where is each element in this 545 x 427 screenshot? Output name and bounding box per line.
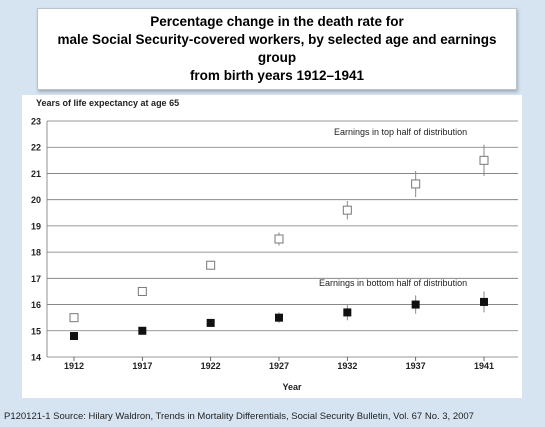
series-label-top-half: Earnings in top half of distribution [334,127,467,137]
point-top-half [137,286,147,296]
x-tick-label: 1941 [474,361,494,371]
point-bottom-half [138,326,147,335]
chart-area: 14 15 16 17 18 19 20 21 22 23 1912 1917 1922 1927 1932… [22,95,522,398]
x-tick-label: 1927 [269,361,289,371]
point-bottom-half [343,308,352,317]
y-tick-label: 14 [31,353,41,363]
y-tick-label: 16 [31,300,41,310]
x-tick-label: 1912 [64,361,84,371]
point-bottom-half [480,297,488,306]
point-top-half [411,179,421,189]
axis-layer: 14 15 16 17 18 19 20 21 22 23 1912 1917 1922 1927 1932… [31,117,494,372]
y-axis-label: Years of life expectancy at age 65 [36,98,179,108]
point-top-half [342,205,352,215]
y-tick-label: 19 [31,221,41,231]
x-tick-label: 1917 [132,361,152,371]
y-tick-label: 23 [31,117,41,127]
point-bottom-half [70,332,78,341]
y-tick-label: 20 [31,195,41,205]
y-tick-label: 21 [31,169,41,179]
chart-svg: 14 15 16 17 18 19 20 21 22 23 1912 1917 1922 1927 1932… [31,98,518,392]
point-bottom-half [275,313,283,322]
point-top-half [274,234,284,244]
point-bottom-half [206,318,215,327]
grid-layer [47,120,518,358]
title-line-2: male Social Security-covered workers, by… [57,32,497,65]
point-top-half [206,260,216,270]
x-tick-label: 1922 [201,361,221,371]
title-box: Percentage change in the death rate for … [37,8,517,90]
series-label-bottom-half: Earnings in bottom half of distribution [319,278,467,288]
title-line-3: from birth years 1912–1941 [189,68,365,83]
point-bottom-half [411,300,420,309]
y-tick-label: 18 [31,248,41,258]
source-line: P120121-1 Source: Hilary Waldron, Trends… [4,411,474,422]
x-tick-label: 1932 [337,361,357,371]
y-tick-label: 17 [31,274,41,284]
series-layer: Earnings in top half of distribution Earn… [69,127,489,341]
point-top-half [69,313,79,323]
x-axis-label: Year [282,382,302,392]
y-tick-label: 22 [31,143,41,153]
y-tick-label: 15 [31,326,41,336]
point-top-half [479,155,489,165]
x-tick-label: 1937 [406,361,426,371]
title-line-1: Percentage change in the death rate for [150,14,404,29]
